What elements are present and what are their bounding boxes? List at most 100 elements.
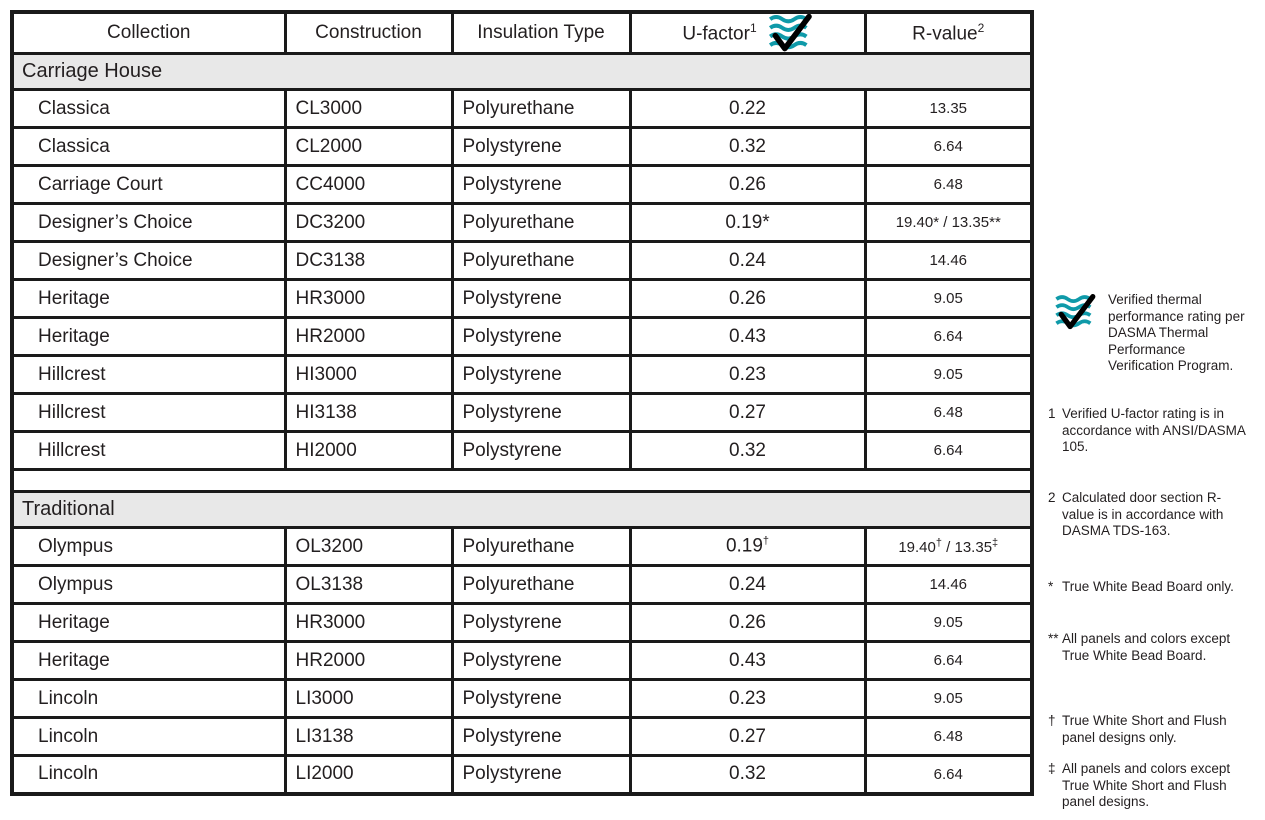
construction-cell: HI3000 <box>283 354 454 395</box>
table-row: Lincoln LI3138 Polystyrene 0.27 6.48 <box>10 716 1034 757</box>
footnote-double-dagger: ‡ All panels and colors except True Whit… <box>1048 761 1253 811</box>
table-row: Designer’s Choice DC3138 Polyurethane 0.24 1… <box>10 240 1034 281</box>
insulation-cell: Polyurethane <box>450 564 632 605</box>
insulation-cell: Polyurethane <box>450 88 632 129</box>
rvalue-column-header: R-value2 <box>863 10 1034 55</box>
ufactor-cell: 0.22 <box>628 88 867 129</box>
section-header-row: Traditional <box>10 490 1034 529</box>
collection-cell: Carriage Court <box>10 164 287 205</box>
rvalue-cell: 19.40† / 13.35‡ <box>863 526 1034 567</box>
collection-cell: Olympus <box>10 564 287 605</box>
ufactor-cell: 0.32 <box>628 126 867 167</box>
section-header-row: Carriage House <box>10 52 1034 91</box>
rvalue-cell: 6.48 <box>863 392 1034 433</box>
insulation-cell: Polystyrene <box>450 164 632 205</box>
footnote-1: 1 Verified U-factor rating is in accorda… <box>1048 406 1248 456</box>
footnote-double-dagger-marker: ‡ <box>1048 761 1056 776</box>
collection-cell: Classica <box>10 88 287 129</box>
insulation-cell: Polystyrene <box>450 754 632 795</box>
construction-cell: HI3138 <box>283 392 454 433</box>
collection-cell: Hillcrest <box>10 354 287 395</box>
verified-rating-text: Verified thermal performance rating per … <box>1108 292 1245 373</box>
ufactor-header-label: U-factor1 <box>682 20 757 45</box>
verified-rating-note: Verified thermal performance rating per … <box>1054 292 1250 375</box>
footnote-1-marker: 1 <box>1048 406 1056 421</box>
table-row: Olympus OL3200 Polyurethane 0.19† 19.40† / 1… <box>10 526 1034 567</box>
insulation-cell: Polystyrene <box>450 126 632 167</box>
insulation-cell: Polyurethane <box>450 240 632 281</box>
footnote-double-star-text: All panels and colors except True White … <box>1062 631 1231 663</box>
table-row: Heritage HR2000 Polystyrene 0.43 6.64 <box>10 316 1034 357</box>
construction-cell: OL3200 <box>283 526 454 567</box>
construction-cell: HR2000 <box>283 640 454 681</box>
footnote-double-star: ** All panels and colors except True Whi… <box>1048 631 1248 664</box>
insulation-cell: Polystyrene <box>450 602 632 643</box>
rvalue-cell: 9.05 <box>863 602 1034 643</box>
footnote-2-marker: 2 <box>1048 490 1056 505</box>
insulation-cell: Polystyrene <box>450 640 632 681</box>
construction-cell: HR3000 <box>283 602 454 643</box>
footnote-double-dagger-text: All panels and colors except True White … <box>1062 761 1231 809</box>
rvalue-cell: 9.05 <box>863 354 1034 395</box>
spacer-cell <box>10 468 1034 493</box>
construction-cell: CL2000 <box>283 126 454 167</box>
collection-cell: Hillcrest <box>10 430 287 471</box>
collection-column-header: Collection <box>10 10 287 55</box>
collection-cell: Lincoln <box>10 754 287 795</box>
ufactor-cell: 0.26 <box>628 602 867 643</box>
construction-cell: LI3000 <box>283 678 454 719</box>
rvalue-cell: 13.35 <box>863 88 1034 129</box>
spec-table-body: Carriage House Classica CL3000 Polyurethane… <box>10 52 1034 795</box>
insulation-cell: Polystyrene <box>450 354 632 395</box>
table-row: Carriage Court CC4000 Polystyrene 0.26 6.48 <box>10 164 1034 205</box>
table-row: Olympus OL3138 Polyurethane 0.24 14.46 <box>10 564 1034 605</box>
ufactor-cell: 0.26 <box>628 164 867 205</box>
construction-cell: LI2000 <box>283 754 454 795</box>
table-row: Heritage HR2000 Polystyrene 0.43 6.64 <box>10 640 1034 681</box>
table-row: Hillcrest HI3000 Polystyrene 0.23 9.05 <box>10 354 1034 395</box>
dasma-verified-icon <box>1054 294 1096 335</box>
ufactor-cell: 0.43 <box>628 640 867 681</box>
collection-cell: Olympus <box>10 526 287 567</box>
ufactor-cell: 0.23 <box>628 354 867 395</box>
rvalue-cell: 6.48 <box>863 716 1034 757</box>
ufactor-cell: 0.19* <box>628 202 867 243</box>
rvalue-cell: 14.46 <box>863 240 1034 281</box>
rvalue-cell: 6.48 <box>863 164 1034 205</box>
ufactor-cell: 0.23 <box>628 678 867 719</box>
ufactor-cell: 0.24 <box>628 240 867 281</box>
insulation-cell: Polystyrene <box>450 278 632 319</box>
construction-cell: DC3200 <box>283 202 454 243</box>
rvalue-cell: 14.46 <box>863 564 1034 605</box>
table-row: Classica CL2000 Polystyrene 0.32 6.64 <box>10 126 1034 167</box>
footnote-dagger-text: True White Short and Flush panel designs… <box>1062 713 1227 745</box>
ufactor-column-header: U-factor1 <box>628 10 867 55</box>
rvalue-cell: 6.64 <box>863 640 1034 681</box>
ufactor-cell: 0.32 <box>628 754 867 795</box>
insulation-cell: Polystyrene <box>450 316 632 357</box>
rvalue-cell: 9.05 <box>863 278 1034 319</box>
collection-cell: Designer’s Choice <box>10 202 287 243</box>
insulation-cell: Polystyrene <box>450 678 632 719</box>
rvalue-cell: 9.05 <box>863 678 1034 719</box>
construction-cell: HR2000 <box>283 316 454 357</box>
collection-cell: Designer’s Choice <box>10 240 287 281</box>
dasma-verified-icon <box>768 14 812 51</box>
construction-cell: DC3138 <box>283 240 454 281</box>
insulation-cell: Polyurethane <box>450 202 632 243</box>
collection-cell: Heritage <box>10 602 287 643</box>
table-row: Hillcrest HI2000 Polystyrene 0.32 6.64 <box>10 430 1034 471</box>
section-spacer <box>10 468 1034 493</box>
section-title: Carriage House <box>10 52 1034 91</box>
ufactor-cell: 0.19† <box>628 526 867 567</box>
ufactor-cell: 0.43 <box>628 316 867 357</box>
insulation-cell: Polyurethane <box>450 526 632 567</box>
collection-cell: Hillcrest <box>10 392 287 433</box>
rvalue-cell: 19.40* / 13.35** <box>863 202 1034 243</box>
insulation-cell: Polystyrene <box>450 716 632 757</box>
ufactor-cell: 0.27 <box>628 392 867 433</box>
insulation-column-header: Insulation Type <box>450 10 632 55</box>
section-title: Traditional <box>10 490 1034 529</box>
collection-cell: Classica <box>10 126 287 167</box>
construction-cell: LI3138 <box>283 716 454 757</box>
